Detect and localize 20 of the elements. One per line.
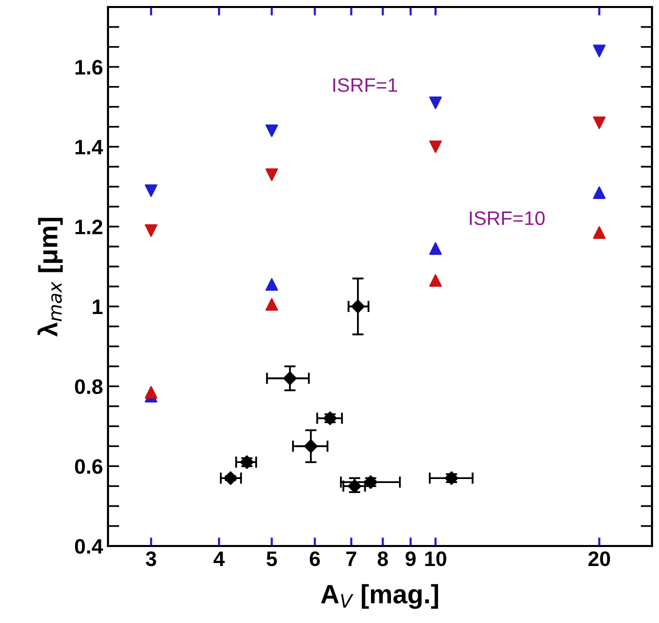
x-tick-label: 8 bbox=[378, 551, 388, 566]
x-tick-label: 5 bbox=[266, 552, 277, 566]
x-tick-label: 6 bbox=[310, 551, 320, 566]
y-tick-label: 1.2 bbox=[75, 220, 102, 234]
annotation: ISRF=10 bbox=[470, 211, 545, 226]
x-tick-label: 9 bbox=[406, 551, 416, 566]
annotation: ISRF=1 bbox=[333, 78, 398, 92]
x-axis-title: A$_{V}$ [mag.] bbox=[321, 584, 438, 609]
y-tick-label: 1.6 bbox=[75, 60, 102, 75]
y-tick-label: 0.8 bbox=[75, 379, 102, 394]
y-tick-label: 1.4 bbox=[75, 140, 104, 154]
x-tick-label: 3 bbox=[146, 551, 156, 566]
x-tick-label: 4 bbox=[214, 552, 225, 566]
y-tick-label: 0.4 bbox=[75, 539, 104, 554]
x-tick-label: 7 bbox=[346, 552, 356, 566]
y-axis-title: λ$_{max}$ [μm] bbox=[37, 218, 63, 337]
y-tick-label: 0.6 bbox=[75, 459, 102, 474]
x-tick-label: 20 bbox=[588, 551, 610, 566]
y-tick-label: 1 bbox=[92, 300, 103, 314]
x-tick-label: 10 bbox=[425, 551, 446, 566]
